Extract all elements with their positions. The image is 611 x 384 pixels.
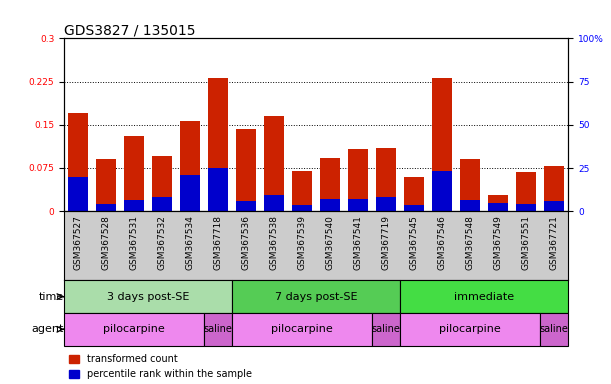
Bar [404, 177, 424, 211]
Text: GSM367538: GSM367538 [269, 215, 279, 270]
Text: pilocarpine: pilocarpine [271, 324, 333, 334]
Text: GSM367531: GSM367531 [130, 215, 139, 270]
Bar [293, 205, 312, 211]
Text: GSM367532: GSM367532 [158, 215, 167, 270]
Bar [516, 172, 536, 211]
Bar [64, 313, 204, 346]
Text: GSM367551: GSM367551 [522, 215, 531, 270]
Bar [540, 313, 568, 346]
Bar [152, 157, 172, 211]
Bar [180, 175, 200, 211]
Bar [68, 177, 88, 211]
Bar [433, 171, 452, 211]
Bar [348, 149, 368, 211]
Text: saline: saline [540, 324, 569, 334]
Text: GSM367719: GSM367719 [382, 215, 390, 270]
Bar [516, 204, 536, 211]
Bar [236, 201, 256, 211]
Text: GSM367721: GSM367721 [550, 215, 558, 270]
Text: agent: agent [31, 324, 64, 334]
Text: 3 days post-SE: 3 days post-SE [107, 291, 189, 302]
Text: saline: saline [371, 324, 401, 334]
Bar [376, 197, 396, 211]
Text: GSM367548: GSM367548 [466, 215, 475, 270]
Text: GSM367545: GSM367545 [410, 215, 419, 270]
Text: GSM367540: GSM367540 [326, 215, 335, 270]
Bar [64, 280, 232, 313]
Text: GSM367527: GSM367527 [74, 215, 82, 270]
Bar [461, 200, 480, 211]
Text: GSM367528: GSM367528 [101, 215, 111, 270]
Bar [232, 280, 400, 313]
Bar [232, 313, 372, 346]
Text: GSM367534: GSM367534 [186, 215, 195, 270]
Bar [404, 205, 424, 211]
Bar [265, 116, 284, 211]
Text: time: time [38, 291, 64, 302]
Text: pilocarpine: pilocarpine [439, 324, 501, 334]
Bar [348, 199, 368, 211]
Text: GSM367546: GSM367546 [437, 215, 447, 270]
Bar [97, 204, 116, 211]
Bar [372, 313, 400, 346]
Bar [544, 166, 564, 211]
Text: GSM367536: GSM367536 [242, 215, 251, 270]
Bar [265, 195, 284, 211]
Bar [208, 168, 228, 211]
Bar [376, 148, 396, 211]
Bar [400, 313, 540, 346]
Text: GSM367549: GSM367549 [494, 215, 503, 270]
Bar [68, 113, 88, 211]
Bar [180, 121, 200, 211]
Bar [204, 313, 232, 346]
Bar [544, 201, 564, 211]
Text: GSM367541: GSM367541 [354, 215, 363, 270]
Text: GDS3827 / 135015: GDS3827 / 135015 [64, 23, 196, 37]
Legend: transformed count, percentile rank within the sample: transformed count, percentile rank withi… [69, 354, 252, 379]
Bar [488, 195, 508, 211]
Bar [125, 136, 144, 211]
Bar [293, 171, 312, 211]
Bar [433, 78, 452, 211]
Bar [125, 200, 144, 211]
Bar [152, 197, 172, 211]
Text: immediate: immediate [454, 291, 514, 302]
Bar [97, 159, 116, 211]
Bar [320, 158, 340, 211]
Bar [488, 203, 508, 211]
Text: saline: saline [203, 324, 233, 334]
Bar [400, 280, 568, 313]
Bar [208, 78, 228, 211]
Bar [236, 129, 256, 211]
Text: GSM367539: GSM367539 [298, 215, 307, 270]
Text: pilocarpine: pilocarpine [103, 324, 165, 334]
Text: GSM367718: GSM367718 [214, 215, 222, 270]
Bar [461, 159, 480, 211]
Bar [320, 199, 340, 211]
Text: 7 days post-SE: 7 days post-SE [275, 291, 357, 302]
